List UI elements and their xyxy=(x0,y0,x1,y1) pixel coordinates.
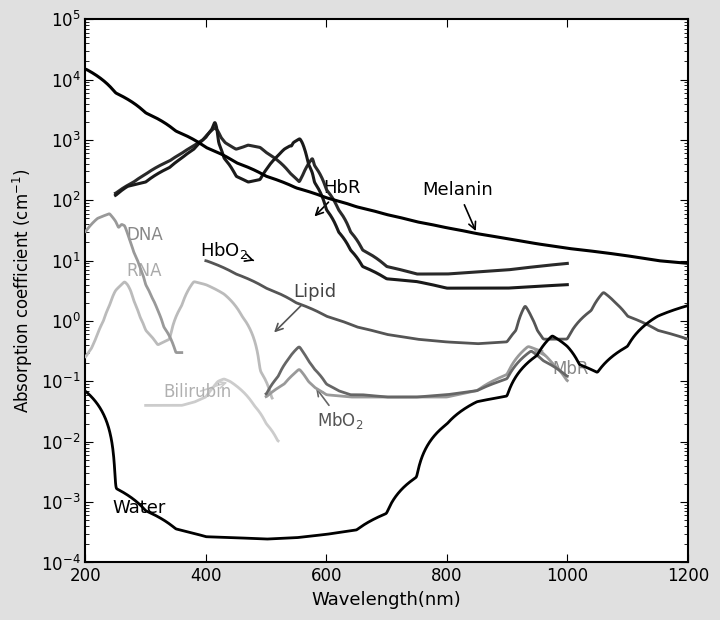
Text: DNA: DNA xyxy=(126,226,163,244)
Text: Lipid: Lipid xyxy=(276,283,336,331)
Text: MbO$_2$: MbO$_2$ xyxy=(317,389,364,432)
Text: Melanin: Melanin xyxy=(423,182,493,229)
Text: HbO$_2$: HbO$_2$ xyxy=(200,240,253,261)
Text: HbR: HbR xyxy=(316,179,361,215)
Text: MbR: MbR xyxy=(535,351,589,378)
Text: Bilirubin: Bilirubin xyxy=(163,382,232,401)
Y-axis label: Absorption coefficient (cm$^{-1}$): Absorption coefficient (cm$^{-1}$) xyxy=(11,169,35,413)
Text: Water: Water xyxy=(112,499,166,518)
Text: RNA: RNA xyxy=(126,262,162,280)
X-axis label: Wavelength(nm): Wavelength(nm) xyxy=(312,591,462,609)
